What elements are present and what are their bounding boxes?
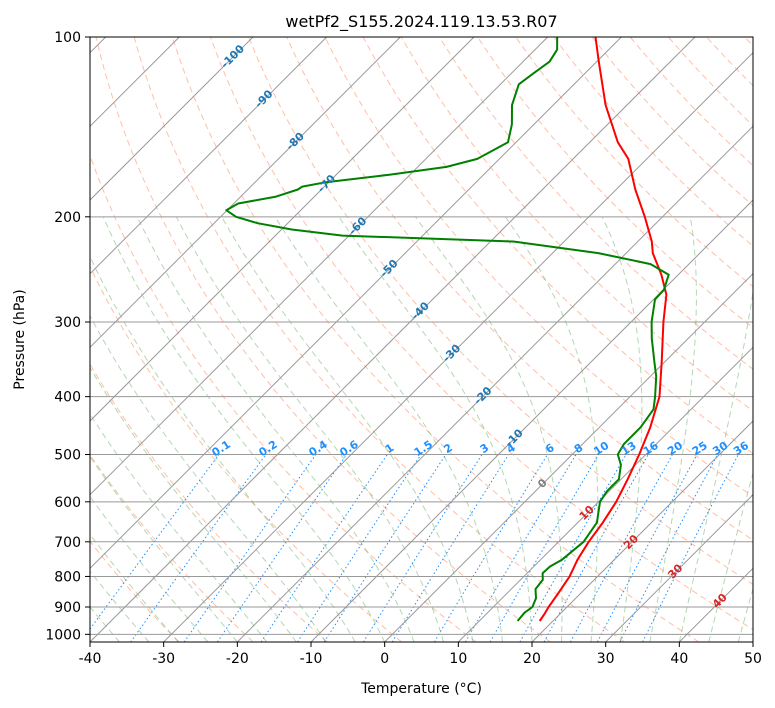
dry-adiabat — [591, 37, 753, 207]
isobars — [90, 37, 753, 635]
dry-adiabat — [248, 37, 753, 586]
y-tick-label: 100 — [54, 30, 81, 46]
dewpoint-profile — [225, 37, 670, 622]
isotherm-line — [384, 272, 753, 642]
mixing-ratio-lines — [90, 454, 739, 642]
mixing-ratio-line — [489, 454, 600, 642]
moist-adiabats — [90, 216, 753, 642]
mixing-ratio-line — [297, 454, 422, 642]
isotherm-line — [90, 37, 254, 201]
moist-adiabat — [601, 216, 643, 642]
mixing-ratio-line — [260, 454, 388, 642]
moist-adiabat — [504, 216, 599, 642]
x-tick-label: 40 — [670, 651, 688, 667]
y-tick-label: 900 — [54, 600, 81, 616]
moist-adiabat — [414, 216, 563, 642]
moist-adiabat — [90, 366, 297, 642]
y-tick-label: 600 — [54, 495, 81, 511]
y-axis-ticks: 100 200 300 400 500 600 700 800 900 1000 — [45, 30, 90, 643]
isotherm-line — [90, 37, 401, 349]
dry-adiabat — [362, 37, 753, 455]
dry-adiabat — [477, 37, 753, 329]
x-tick-label: 50 — [744, 651, 762, 667]
x-tick-label: -10 — [300, 651, 323, 667]
moist-adiabat — [90, 455, 238, 642]
y-tick-label: 1000 — [45, 627, 81, 643]
mixing-ratio-line — [433, 454, 548, 642]
mixing-ratio-line — [362, 454, 483, 642]
x-tick-label: -40 — [79, 651, 102, 667]
profile-series — [225, 37, 670, 622]
x-tick-label: 0 — [380, 651, 389, 667]
x-tick-label: -20 — [226, 651, 249, 667]
mixing-ratio-line — [323, 454, 447, 642]
plot-frame — [89, 36, 754, 643]
isotherm-line — [90, 37, 475, 422]
moist-adiabat — [221, 216, 474, 642]
mixing-ratio-line — [130, 454, 267, 642]
y-tick-label: 800 — [54, 569, 81, 585]
mixing-ratio-line — [642, 454, 739, 642]
skewed-isotherms — [90, 37, 753, 642]
mixing-ratio-line — [90, 454, 220, 630]
y-tick-label: 300 — [54, 315, 81, 331]
moist-adiabat — [136, 216, 415, 642]
dry-adiabat — [133, 37, 625, 642]
moist-adiabat — [678, 289, 753, 642]
dry-adiabats — [90, 37, 753, 642]
dry-adiabat — [210, 37, 753, 631]
chart-title: wetPf2_S155.2024.119.13.53.R07 — [285, 12, 557, 32]
isotherm-line — [605, 493, 753, 642]
mixing-ratio-line — [391, 454, 510, 642]
y-axis-label: Pressure (hPa) — [12, 289, 28, 389]
isotherm-line — [457, 346, 753, 642]
dry-adiabat — [90, 363, 328, 642]
x-tick-label: 20 — [523, 651, 541, 667]
y-tick-label: 500 — [54, 448, 81, 464]
mixing-ratio-line — [596, 454, 698, 642]
moist-adiabat — [338, 216, 533, 642]
mixing-ratio-line — [619, 454, 719, 642]
isotherm-line — [90, 37, 622, 570]
y-tick-label: 700 — [54, 535, 81, 551]
isotherm-line — [90, 37, 549, 496]
isotherm-line — [310, 199, 753, 642]
y-tick-label: 200 — [54, 210, 81, 226]
dry-adiabat — [90, 265, 403, 642]
y-tick-label: 400 — [54, 390, 81, 406]
moist-adiabat — [175, 216, 445, 642]
moist-adiabat — [708, 471, 753, 642]
x-tick-label: 10 — [449, 651, 467, 667]
moist-adiabat — [274, 216, 503, 642]
dry-adiabat — [90, 153, 477, 642]
isotherm-line — [236, 125, 753, 642]
temperature-profile — [538, 37, 668, 622]
dry-adiabat — [324, 37, 753, 498]
moist-adiabat — [90, 413, 268, 642]
dry-adiabat — [95, 37, 551, 642]
x-tick-label: 30 — [597, 651, 615, 667]
moist-adiabat — [649, 216, 697, 642]
isotherm-line — [531, 420, 753, 642]
isotherm-line — [163, 51, 753, 642]
dry-adiabat — [553, 37, 753, 247]
x-tick-label: -30 — [152, 651, 175, 667]
moist-adiabat — [90, 533, 179, 642]
dry-adiabat — [171, 37, 700, 642]
isotherm-line — [90, 37, 328, 275]
isotherm-line — [90, 37, 696, 642]
x-axis-label: Temperature (°C) — [360, 681, 482, 697]
mixing-ratio-line — [464, 454, 577, 642]
x-axis-ticks: -40 -30 -20 -10 0 10 20 30 40 50 — [79, 642, 762, 667]
moist-adiabat — [90, 495, 209, 642]
